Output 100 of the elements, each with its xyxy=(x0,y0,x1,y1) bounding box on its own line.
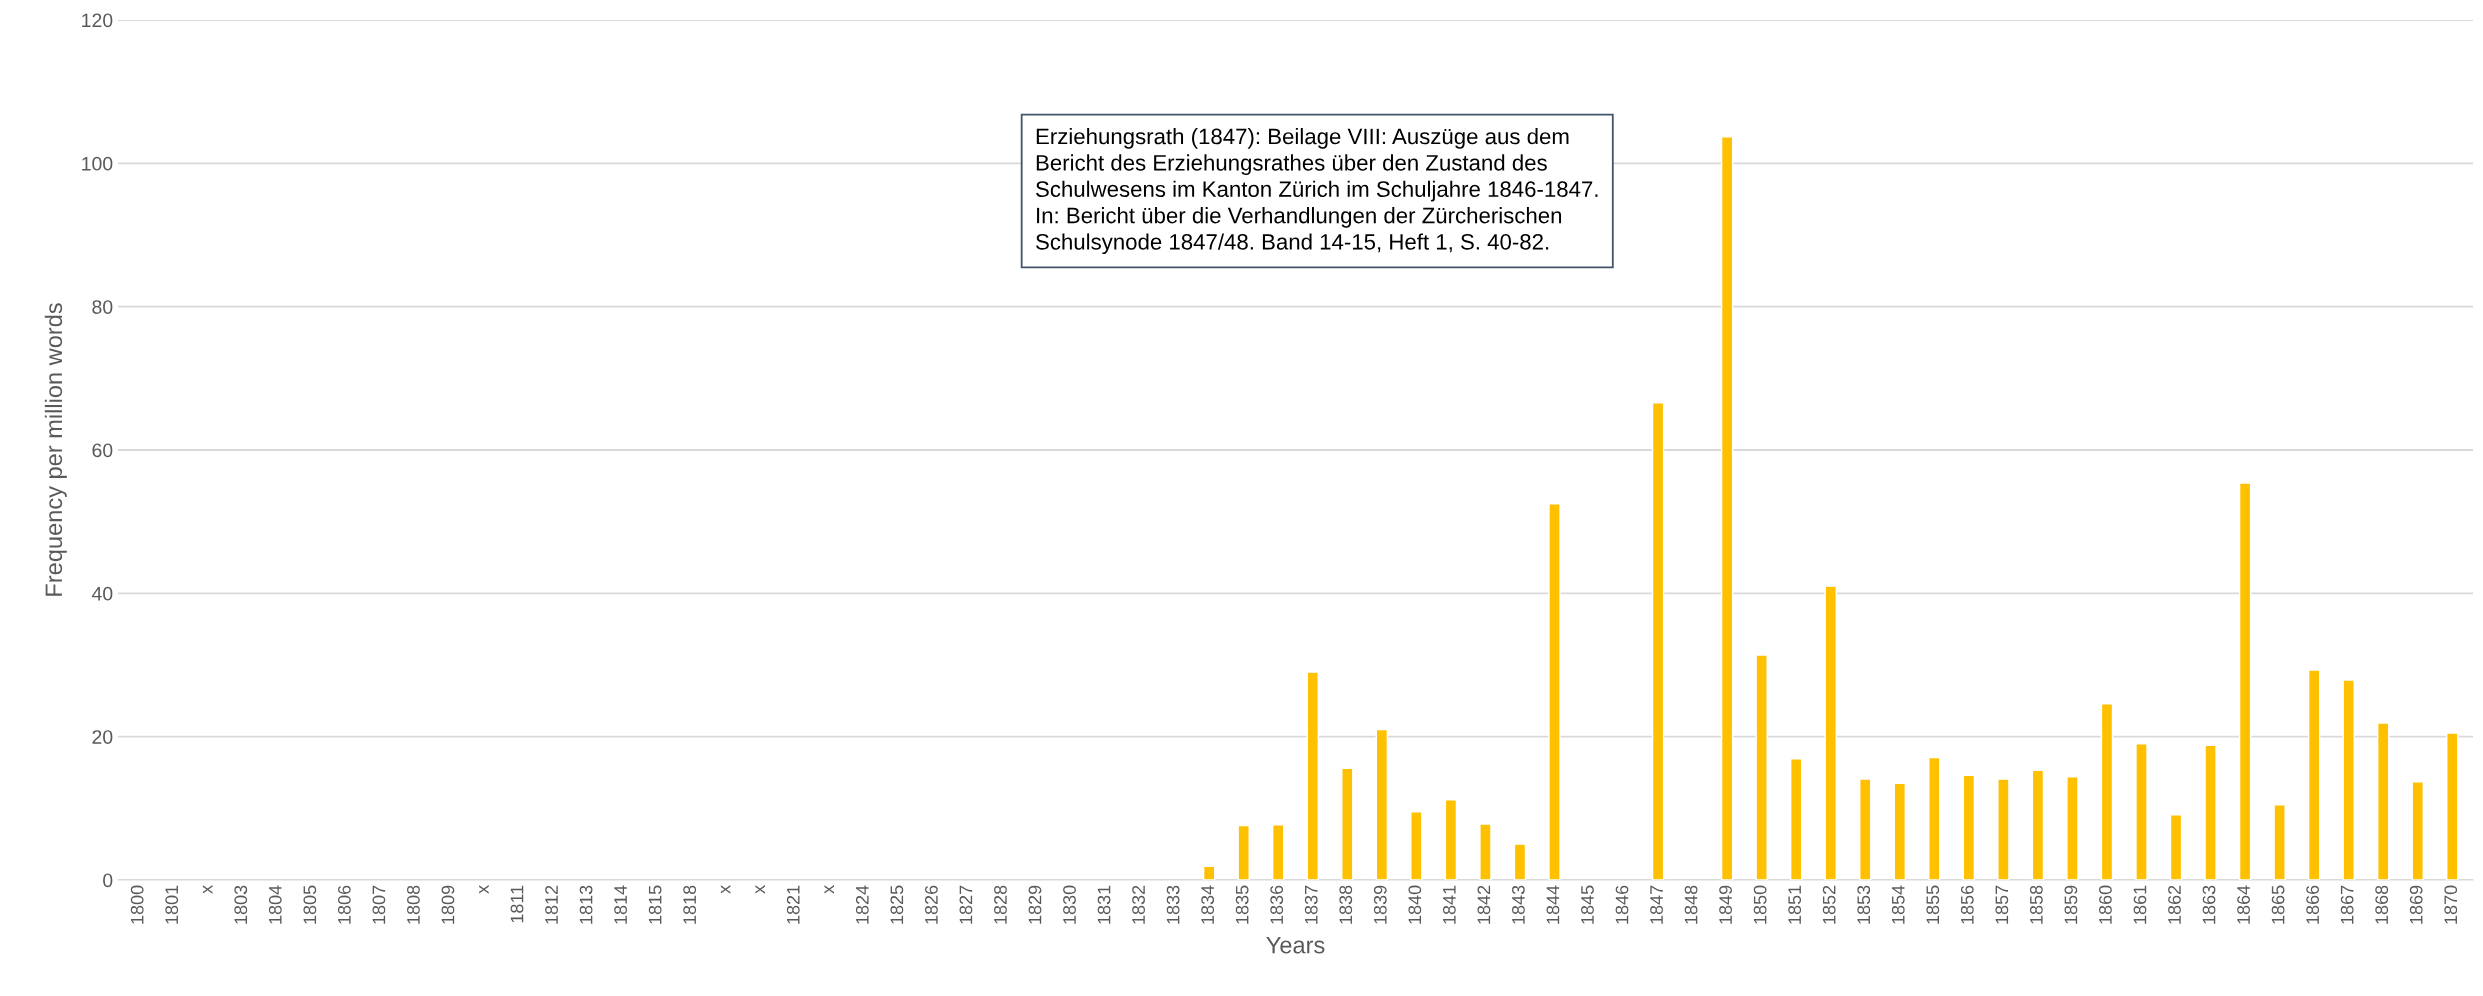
bar xyxy=(1824,585,1837,880)
bar xyxy=(1306,671,1319,880)
x-tick-label: 1828 xyxy=(994,885,1007,924)
bar xyxy=(1513,843,1527,880)
x-tick-label: 1806 xyxy=(337,885,351,924)
x-tick-label: 1869 xyxy=(2409,885,2423,924)
x-tick-label: 1853 xyxy=(1857,885,1871,924)
bar xyxy=(1720,136,1734,880)
bar xyxy=(1859,778,1872,880)
x-tick-label: 1838 xyxy=(1339,885,1353,924)
x-tick-label: 1832 xyxy=(1132,885,1145,924)
bar xyxy=(1997,778,2010,880)
x-tick-label: x xyxy=(755,885,765,894)
bar xyxy=(1928,756,1941,880)
x-tick-label: 1840 xyxy=(1408,885,1422,924)
bar xyxy=(2238,482,2252,880)
x-tick-label: 1863 xyxy=(2202,885,2216,924)
x-tick-label: 1825 xyxy=(890,885,904,924)
annotation: Erziehungsrath (1847): Beilage VIII: Auszüge aus dem Bericht des Erziehungsrathes über den Zustand des Schulwesens im Kanton Zürich im Schuljahre 1846-1847. In: Bericht über die Verhandlungen der Zürcherischen Schulsynode 1847/48. Band 14-15, Heft 1, S. 40-82. xyxy=(1036,128,1598,255)
x-tick-label: 1844 xyxy=(1546,885,1560,924)
bar xyxy=(2446,732,2459,880)
bar xyxy=(2169,814,2183,880)
bar xyxy=(2307,669,2321,880)
x-tick-label: 1847 xyxy=(1650,885,1663,924)
y-tick-label: 20 xyxy=(92,730,113,744)
x-tick-label: 1845 xyxy=(1581,885,1594,924)
bar xyxy=(1962,774,1976,880)
x-tick-label: 1812 xyxy=(545,885,558,924)
y-tick-label: 100 xyxy=(82,156,113,171)
bar xyxy=(2031,769,2045,880)
x-tick-label: 1835 xyxy=(1235,885,1249,924)
bar xyxy=(1479,823,1492,880)
x-tick-label: 1821 xyxy=(786,885,800,924)
x-tick-label: 1803 xyxy=(234,885,248,924)
x-tick-label: 1864 xyxy=(2237,885,2250,924)
x-tick-label: 1865 xyxy=(2271,885,2285,924)
x-tick-label: 1852 xyxy=(1822,885,1836,924)
bar xyxy=(1237,824,1250,880)
bar xyxy=(2377,722,2390,880)
x-tick-label: 1809 xyxy=(441,885,455,924)
x-tick-label: 1811 xyxy=(510,885,524,923)
x-tick-label: 1854 xyxy=(1891,885,1905,924)
bar xyxy=(1341,767,1354,880)
x-tick-label: 1849 xyxy=(1719,885,1732,924)
x-tick-label: 1860 xyxy=(2099,885,2112,924)
bar xyxy=(2273,804,2286,880)
x-tick-label: 1813 xyxy=(579,885,593,924)
x-tick-label: 1804 xyxy=(268,885,282,924)
x-tick-label: 1815 xyxy=(648,885,662,924)
x-tick-label: 1805 xyxy=(303,885,317,924)
bar xyxy=(1651,402,1665,880)
x-tick-label: 1833 xyxy=(1166,885,1180,924)
x-tick-label: 1848 xyxy=(1684,885,1698,924)
x-tick-label: 1850 xyxy=(1753,885,1767,924)
x-tick-label: 1842 xyxy=(1477,885,1491,924)
x-tick-label: 1843 xyxy=(1512,885,1525,924)
x-tick-label: x xyxy=(720,885,731,894)
x-tick-label: 1829 xyxy=(1028,885,1042,924)
bar xyxy=(1202,865,1216,880)
x-tick-label: 1857 xyxy=(1995,885,2009,924)
y-tick-label: 60 xyxy=(92,443,113,458)
bar xyxy=(1789,758,1803,880)
bar xyxy=(2342,679,2355,880)
x-tick-label: 1841 xyxy=(1442,885,1456,924)
y-tick-label: 0 xyxy=(103,873,113,888)
y-tick-label: 80 xyxy=(92,300,113,314)
bar xyxy=(2411,781,2424,880)
x-tick-label: 1861 xyxy=(2133,885,2147,924)
x-tick-label: 1801 xyxy=(165,885,179,924)
bar xyxy=(1375,728,1389,880)
x-tick-label: 1859 xyxy=(2064,885,2078,924)
x-tick-label: x xyxy=(824,885,834,894)
x-tick-label: 1851 xyxy=(1788,885,1802,924)
x-tick-label: 1867 xyxy=(2340,885,2354,924)
bar xyxy=(2135,743,2148,880)
x-tick-label: 1870 xyxy=(2444,885,2458,924)
x-tick-label: 1830 xyxy=(1063,885,1076,924)
x-tick-label: 1807 xyxy=(372,885,386,924)
x-tick-label: x xyxy=(202,885,213,894)
bar xyxy=(1272,824,1285,880)
x-tick-label: 1818 xyxy=(683,885,697,924)
x-tick-label: 1831 xyxy=(1097,885,1111,924)
x-tick-label: 1856 xyxy=(1960,885,1974,924)
y-tick-label: 40 xyxy=(91,586,113,601)
x-tick-label: 1858 xyxy=(2029,885,2043,924)
bar xyxy=(1444,799,1458,880)
x-tick-label: 1866 xyxy=(2306,885,2320,924)
x-tick-label: 1837 xyxy=(1304,885,1318,924)
y-axis-title: Frequency per million words xyxy=(44,303,67,596)
x-tick-label: 1808 xyxy=(407,885,420,924)
x-tick-label: 1834 xyxy=(1201,885,1215,924)
x-tick-label: 1814 xyxy=(614,885,627,924)
bar xyxy=(1410,811,1423,880)
x-tick-label: 1855 xyxy=(1926,885,1940,924)
bar xyxy=(2066,776,2079,880)
x-tick-label: 1836 xyxy=(1270,885,1284,924)
x-tick-label: x xyxy=(479,885,489,894)
bar xyxy=(1548,503,1561,880)
x-tick-label: 1868 xyxy=(2375,885,2389,924)
y-tick-label: 120 xyxy=(82,13,113,28)
